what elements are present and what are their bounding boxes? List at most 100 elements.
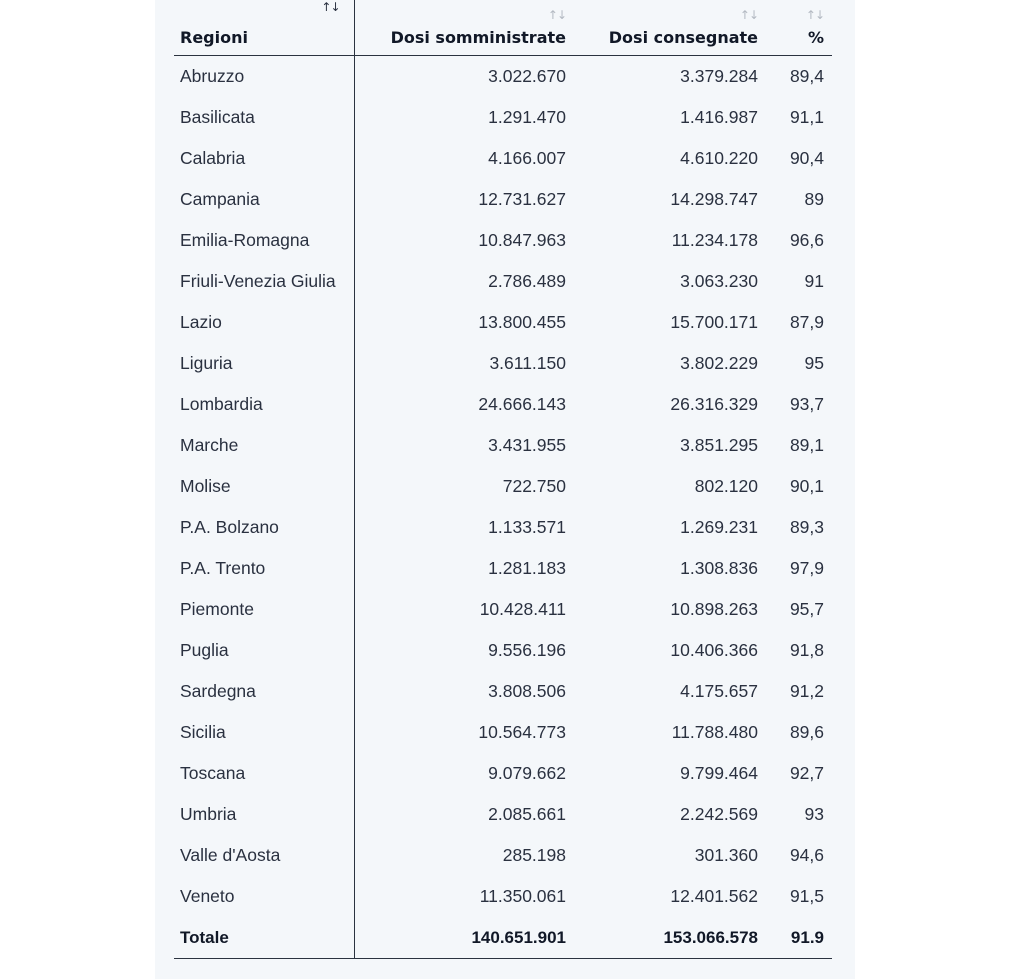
- table-row: Puglia 9.556.196 10.406.366 91,8: [174, 630, 832, 671]
- cell-delivered: 3.802.229: [680, 353, 758, 373]
- cell-percent: 95,7: [789, 599, 824, 619]
- total-administered: 140.651.901: [354, 917, 574, 959]
- column-header-administered[interactable]: ↑↓ Dosi somministrate: [354, 0, 574, 56]
- cell-percent: 89,6: [789, 722, 824, 742]
- table-row: Abruzzo 3.022.670 3.379.284 89,4: [174, 55, 832, 97]
- sort-arrows-icon[interactable]: ↑↓: [321, 0, 340, 14]
- table-row: P.A. Trento 1.281.183 1.308.836 97,9: [174, 548, 832, 589]
- cell-percent: 91,2: [789, 681, 824, 701]
- total-row: Totale 140.651.901 153.066.578 91.9: [174, 917, 832, 959]
- total-label: Totale: [174, 917, 355, 959]
- table-header-row: ↑↓ Regioni ↑↓ Dosi somministrate ↑↓ Dosi…: [174, 0, 832, 56]
- table-row: Liguria 3.611.150 3.802.229 95: [174, 343, 832, 384]
- cell-delivered: 802.120: [694, 476, 758, 496]
- cell-percent: 91,1: [789, 107, 824, 127]
- total-delivered: 153.066.578: [574, 917, 766, 959]
- cell-region: Lombardia: [174, 384, 355, 425]
- cell-region: Liguria: [174, 343, 355, 384]
- vaccine-doses-table: ↑↓ Regioni ↑↓ Dosi somministrate ↑↓ Dosi…: [174, 0, 832, 959]
- cell-region: Puglia: [174, 630, 355, 671]
- cell-region: Molise: [174, 466, 355, 507]
- cell-delivered: 11.788.480: [671, 722, 758, 742]
- cell-administered: 4.166.007: [488, 148, 566, 168]
- cell-administered: 3.431.955: [488, 435, 566, 455]
- cell-percent: 95: [804, 353, 824, 373]
- table-row: P.A. Bolzano 1.133.571 1.269.231 89,3: [174, 507, 832, 548]
- table-row: Sicilia 10.564.773 11.788.480 89,6: [174, 712, 832, 753]
- cell-region: Emilia-Romagna: [174, 220, 355, 261]
- cell-region: Sardegna: [174, 671, 355, 712]
- cell-delivered: 1.308.836: [680, 558, 758, 578]
- cell-delivered: 3.379.284: [680, 66, 758, 86]
- cell-administered: 1.291.470: [488, 107, 566, 127]
- cell-region: Toscana: [174, 753, 355, 794]
- cell-region: Calabria: [174, 138, 355, 179]
- cell-delivered: 9.799.464: [680, 763, 758, 783]
- cell-region: Campania: [174, 179, 355, 220]
- total-percent: 91.9: [766, 917, 832, 959]
- table-row: Molise 722.750 802.120 90,1: [174, 466, 832, 507]
- cell-delivered: 3.063.230: [680, 271, 758, 291]
- table-row: Lombardia 24.666.143 26.316.329 93,7: [174, 384, 832, 425]
- cell-administered: 722.750: [502, 476, 566, 496]
- cell-delivered: 14.298.747: [670, 189, 758, 209]
- table-row: Campania 12.731.627 14.298.747 89: [174, 179, 832, 220]
- cell-percent: 89: [804, 189, 824, 209]
- cell-percent: 87,9: [789, 312, 824, 332]
- cell-region: Valle d'Aosta: [174, 835, 355, 876]
- cell-percent: 89,1: [789, 435, 824, 455]
- cell-delivered: 3.851.295: [680, 435, 758, 455]
- table-row: Piemonte 10.428.411 10.898.263 95,7: [174, 589, 832, 630]
- cell-administered: 13.800.455: [478, 312, 566, 332]
- column-header-label: %: [807, 28, 824, 47]
- cell-administered: 3.611.150: [489, 353, 566, 373]
- cell-administered: 2.786.489: [488, 271, 566, 291]
- cell-administered: 9.556.196: [488, 640, 566, 660]
- column-header-percent[interactable]: ↑↓ %: [766, 0, 832, 56]
- cell-delivered: 26.316.329: [670, 394, 758, 414]
- cell-delivered: 11.234.178: [671, 230, 758, 250]
- table-row: Toscana 9.079.662 9.799.464 92,7: [174, 753, 832, 794]
- cell-administered: 24.666.143: [478, 394, 566, 414]
- cell-region: Sicilia: [174, 712, 355, 753]
- cell-percent: 91,5: [789, 886, 824, 906]
- cell-delivered: 10.406.366: [670, 640, 758, 660]
- cell-delivered: 301.360: [694, 845, 758, 865]
- cell-administered: 1.281.183: [488, 558, 566, 578]
- cell-delivered: 1.269.231: [680, 517, 758, 537]
- table-row: Basilicata 1.291.470 1.416.987 91,1: [174, 97, 832, 138]
- cell-administered: 2.085.661: [488, 804, 566, 824]
- cell-percent: 90,1: [789, 476, 824, 496]
- column-header-label: Regioni: [180, 28, 248, 47]
- cell-region: Lazio: [174, 302, 355, 343]
- cell-percent: 92,7: [789, 763, 824, 783]
- cell-administered: 10.564.773: [478, 722, 566, 742]
- sort-arrows-icon[interactable]: ↑↓: [805, 8, 825, 22]
- cell-percent: 89,4: [789, 66, 824, 86]
- cell-delivered: 15.700.171: [670, 312, 758, 332]
- cell-percent: 93: [804, 804, 824, 824]
- cell-administered: 11.350.061: [479, 886, 566, 906]
- cell-administered: 12.731.627: [478, 189, 566, 209]
- cell-percent: 91: [804, 271, 824, 291]
- cell-region: Friuli-Venezia Giulia: [174, 261, 355, 302]
- table-row: Umbria 2.085.661 2.242.569 93: [174, 794, 832, 835]
- cell-percent: 90,4: [789, 148, 824, 168]
- cell-percent: 93,7: [789, 394, 824, 414]
- table-row: Valle d'Aosta 285.198 301.360 94,6: [174, 835, 832, 876]
- cell-percent: 89,3: [789, 517, 824, 537]
- cell-administered: 1.133.571: [488, 517, 566, 537]
- table-row: Lazio 13.800.455 15.700.171 87,9: [174, 302, 832, 343]
- sort-arrows-icon[interactable]: ↑↓: [547, 8, 567, 22]
- cell-region: Veneto: [174, 876, 355, 917]
- column-header-region[interactable]: ↑↓ Regioni: [174, 0, 355, 56]
- cell-region: P.A. Bolzano: [174, 507, 355, 548]
- cell-administered: 3.022.670: [488, 66, 566, 86]
- cell-delivered: 10.898.263: [670, 599, 758, 619]
- column-header-delivered[interactable]: ↑↓ Dosi consegnate: [574, 0, 766, 56]
- cell-delivered: 1.416.987: [680, 107, 758, 127]
- column-header-label: Dosi consegnate: [608, 28, 758, 47]
- cell-percent: 97,9: [789, 558, 824, 578]
- sort-arrows-icon[interactable]: ↑↓: [739, 8, 759, 22]
- cell-region: Umbria: [174, 794, 355, 835]
